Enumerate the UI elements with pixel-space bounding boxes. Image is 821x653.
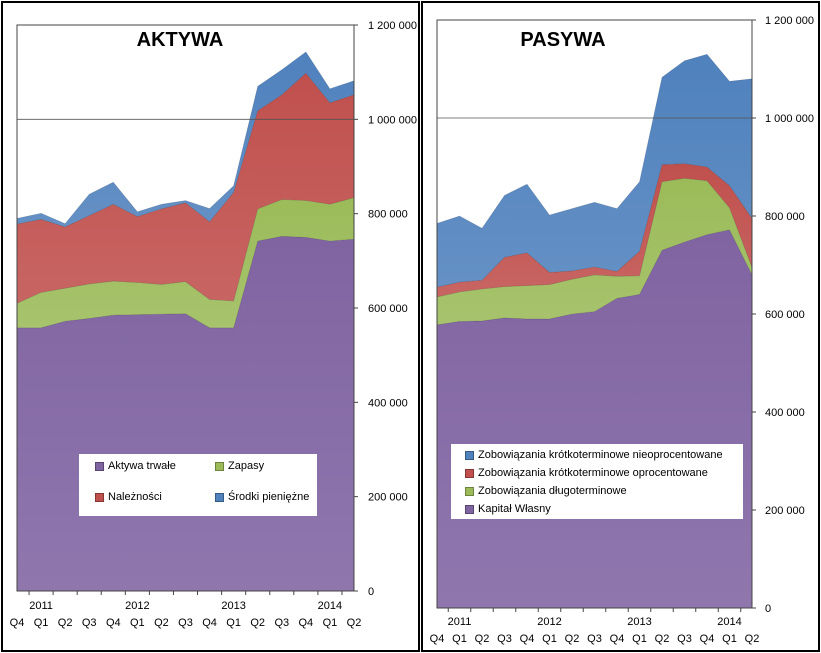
- pasywa-x-tick-label: Q3: [677, 633, 692, 645]
- aktywa-year-label: 2013: [221, 600, 245, 612]
- pasywa-chart-title: PASYWA: [520, 29, 605, 51]
- pasywa-legend-swatch: [465, 504, 474, 514]
- aktywa-panel-frame: [1, 1, 420, 652]
- pasywa-y-tick-label: 1 000 000: [765, 113, 814, 125]
- aktywa-year-label: 2014: [318, 600, 342, 612]
- aktywa-x-tick-label: Q3: [178, 617, 193, 629]
- aktywa-x-tick-label: Q1: [226, 617, 241, 629]
- aktywa-legend: Aktywa trwałe Zapasy Należności Środki p…: [79, 454, 317, 516]
- aktywa-legend-item-aktywa-trwale: Aktywa trwałe: [95, 460, 176, 472]
- pasywa-y-tick-label: 400 000: [765, 407, 805, 419]
- pasywa-x-tick-label: Q2: [565, 633, 580, 645]
- pasywa-legend-swatch: [465, 450, 474, 460]
- aktywa-legend-label: Środki pieniężne: [228, 491, 310, 503]
- aktywa-y-tick-label: 1 000 000: [368, 114, 417, 126]
- pasywa-legend-swatch: [465, 468, 474, 478]
- pasywa-legend-item-oprocentowane: Zobowiązania krótkoterminowe oprocentowa…: [465, 467, 708, 479]
- pasywa-x-tick-label: Q1: [632, 633, 647, 645]
- pasywa-x-tick-label: Q2: [475, 633, 490, 645]
- pasywa-x-tick-label: Q1: [722, 633, 737, 645]
- pasywa-legend-item-dlugoterminowe: Zobowiązania długoterminowe: [465, 485, 627, 497]
- aktywa-x-tick-label: Q3: [82, 617, 97, 629]
- pasywa-x-tick-label: Q2: [655, 633, 670, 645]
- aktywa-x-tick-label: Q4: [299, 617, 314, 629]
- pasywa-y-tick-label: 200 000: [765, 505, 805, 517]
- pasywa-x-tick-label: Q1: [542, 633, 557, 645]
- pasywa-year-label: 2014: [717, 616, 741, 628]
- aktywa-legend-label: Aktywa trwałe: [108, 460, 176, 472]
- aktywa-year-label: 2011: [29, 600, 53, 612]
- aktywa-legend-item-naleznosci: Należności: [95, 491, 162, 503]
- pasywa-x-tick-label: Q4: [610, 633, 625, 645]
- pasywa-year-label: 2013: [627, 616, 651, 628]
- pasywa-legend-swatch: [465, 486, 474, 496]
- pasywa-legend: Zobowiązania krótkoterminowe nieoprocent…: [451, 444, 743, 519]
- pasywa-legend-label: Zobowiązania krótkoterminowe oprocentowa…: [478, 467, 708, 479]
- aktywa-x-tick-label: Q1: [323, 617, 338, 629]
- pasywa-y-tick-label: 1 200 000: [765, 15, 814, 27]
- aktywa-legend-item-zapasy: Zapasy: [215, 460, 264, 472]
- aktywa-legend-swatch: [215, 461, 224, 471]
- pasywa-x-tick-label: Q4: [430, 633, 445, 645]
- aktywa-y-tick-label: 0: [368, 586, 374, 598]
- pasywa-legend-item-kapital-wlasny: Kapitał Własny: [465, 503, 551, 515]
- pasywa-y-tick-label: 800 000: [765, 211, 805, 223]
- aktywa-legend-label: Zapasy: [228, 460, 265, 472]
- aktywa-x-tick-label: Q1: [34, 617, 49, 629]
- pasywa-year-label: 2011: [448, 616, 472, 628]
- aktywa-legend-swatch: [215, 492, 224, 502]
- aktywa-x-tick-label: Q4: [106, 617, 121, 629]
- aktywa-chart-title: AKTYWA: [137, 29, 224, 51]
- aktywa-y-tick-label: 1 200 000: [368, 20, 417, 32]
- aktywa-x-tick-label: Q3: [274, 617, 289, 629]
- aktywa-y-tick-label: 800 000: [368, 209, 408, 221]
- pasywa-legend-label: Zobowiązania krótkoterminowe nieoprocent…: [478, 449, 723, 461]
- pasywa-panel-frame: [421, 1, 820, 652]
- pasywa-legend-item-nieoprocentowane: Zobowiązania krótkoterminowe nieoprocent…: [465, 449, 723, 461]
- pasywa-legend-label: Kapitał Własny: [478, 503, 551, 515]
- aktywa-year-label: 2012: [125, 600, 149, 612]
- pasywa-y-tick-label: 600 000: [765, 309, 805, 321]
- pasywa-y-tick-label: 0: [765, 603, 771, 615]
- aktywa-legend-swatch: [95, 461, 104, 471]
- pasywa-x-tick-label: Q4: [520, 633, 535, 645]
- aktywa-x-tick-label: Q2: [347, 617, 362, 629]
- pasywa-x-tick-label: Q2: [745, 633, 760, 645]
- aktywa-y-tick-label: 200 000: [368, 492, 408, 504]
- aktywa-x-tick-label: Q2: [154, 617, 169, 629]
- pasywa-x-tick-label: Q4: [700, 633, 715, 645]
- aktywa-legend-swatch: [95, 492, 104, 502]
- pasywa-x-tick-label: Q3: [497, 633, 512, 645]
- aktywa-y-tick-label: 600 000: [368, 303, 408, 315]
- aktywa-x-tick-label: Q4: [10, 617, 25, 629]
- aktywa-x-tick-label: Q1: [130, 617, 145, 629]
- aktywa-legend-label: Należności: [108, 491, 162, 503]
- pasywa-x-tick-label: Q3: [587, 633, 602, 645]
- aktywa-legend-item-srodki-pieniezne: Środki pieniężne: [215, 491, 309, 503]
- aktywa-y-tick-label: 400 000: [368, 397, 408, 409]
- aktywa-x-tick-label: Q2: [250, 617, 265, 629]
- pasywa-x-tick-label: Q1: [452, 633, 467, 645]
- aktywa-x-tick-label: Q4: [202, 617, 217, 629]
- pasywa-year-label: 2012: [537, 616, 561, 628]
- aktywa-x-tick-label: Q2: [58, 617, 73, 629]
- pasywa-legend-label: Zobowiązania długoterminowe: [478, 485, 627, 497]
